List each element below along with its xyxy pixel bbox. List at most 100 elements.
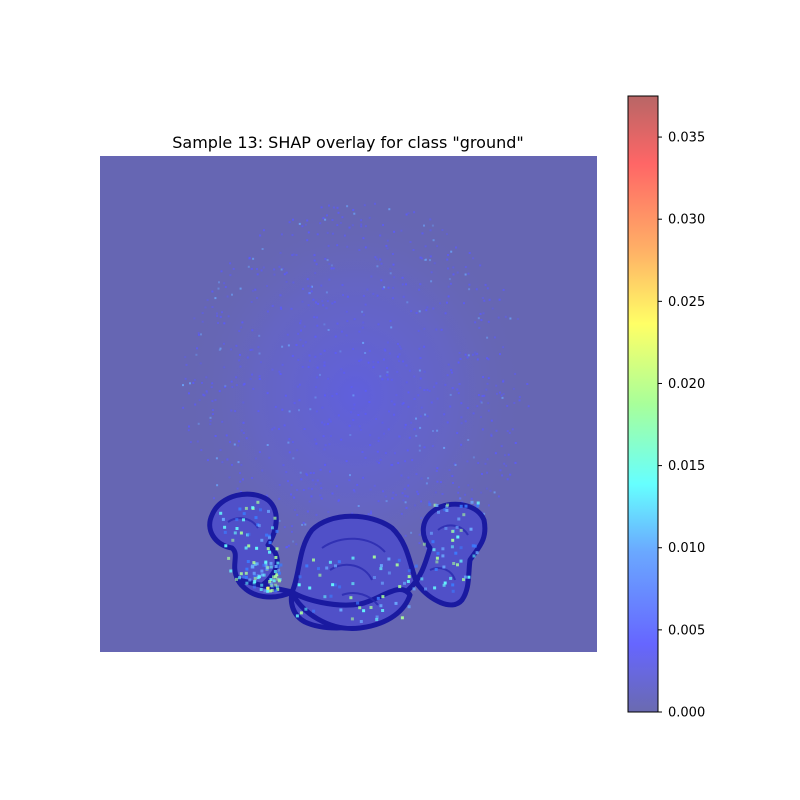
- speckle: [327, 329, 330, 331]
- edge-speckle: [252, 585, 256, 589]
- colorbar-tick-label: 0.030: [668, 213, 705, 228]
- speckle: [487, 409, 490, 412]
- speckle: [487, 320, 490, 323]
- speckle: [444, 312, 447, 315]
- edge-speckle: [435, 556, 439, 560]
- speckle: [481, 473, 483, 475]
- speckle: [353, 490, 356, 493]
- speckle: [376, 294, 379, 297]
- speckle: [480, 319, 483, 322]
- speckle: [321, 406, 324, 409]
- speckle: [407, 212, 410, 215]
- speckle: [226, 458, 229, 461]
- edge-speckle: [459, 528, 463, 532]
- speckle: [238, 359, 241, 362]
- edge-speckle: [445, 509, 449, 512]
- speckle: [290, 484, 293, 487]
- speckle: [455, 246, 457, 249]
- speckle: [324, 218, 327, 221]
- edge-speckle: [433, 586, 437, 590]
- speckle: [385, 244, 388, 247]
- speckle: [280, 233, 283, 236]
- speckle: [301, 225, 304, 228]
- speckle: [311, 285, 313, 288]
- edge-speckle: [356, 601, 360, 605]
- speckle: [509, 473, 512, 476]
- speckle: [486, 382, 489, 385]
- speckle: [495, 384, 498, 387]
- edge-speckle: [244, 571, 248, 575]
- speckle: [304, 341, 307, 344]
- speckle: [457, 361, 460, 364]
- speckle: [405, 364, 408, 367]
- speckle: [308, 354, 311, 357]
- speckle: [503, 462, 506, 465]
- speckle: [198, 399, 201, 402]
- speckle: [210, 386, 213, 389]
- speckle: [418, 533, 421, 536]
- edge-speckle: [246, 560, 250, 563]
- edge-speckle: [247, 544, 251, 548]
- speckle: [419, 283, 422, 286]
- speckle: [379, 458, 382, 461]
- speckle: [189, 382, 191, 385]
- speckle: [490, 433, 493, 436]
- speckle: [403, 488, 406, 490]
- speckle: [260, 361, 262, 364]
- speckle: [375, 258, 378, 261]
- speckle: [315, 386, 317, 389]
- speckle: [381, 378, 384, 381]
- speckle: [193, 317, 196, 320]
- edge-speckle: [267, 509, 270, 513]
- speckle: [339, 221, 342, 224]
- speckle: [279, 294, 282, 297]
- edge-speckle: [268, 550, 271, 554]
- speckle: [477, 394, 480, 397]
- speckle: [514, 373, 517, 375]
- edge-speckle: [312, 609, 316, 613]
- edge-speckle: [273, 516, 277, 520]
- speckle: [364, 352, 367, 354]
- speckle: [418, 542, 421, 545]
- speckle: [315, 301, 317, 304]
- speckle: [463, 302, 465, 305]
- speckle: [436, 467, 439, 470]
- speckle: [504, 315, 507, 318]
- speckle: [252, 257, 255, 260]
- speckle: [353, 212, 356, 215]
- speckle: [479, 400, 482, 403]
- speckle: [418, 347, 421, 350]
- speckle: [436, 480, 439, 483]
- speckle: [372, 360, 375, 363]
- speckle: [386, 371, 389, 374]
- speckle: [464, 266, 467, 268]
- speckle: [290, 307, 293, 310]
- speckle: [266, 392, 269, 395]
- speckle: [493, 491, 496, 494]
- speckle: [266, 310, 269, 313]
- edge-speckle: [328, 560, 332, 564]
- edge-speckle: [266, 589, 270, 593]
- speckle: [200, 449, 203, 452]
- speckle: [220, 270, 223, 273]
- speckle: [364, 246, 367, 249]
- edge-speckle: [435, 560, 439, 564]
- speckle: [396, 355, 399, 358]
- speckle: [288, 410, 291, 413]
- speckle: [360, 225, 363, 228]
- speckle: [362, 313, 365, 316]
- speckle: [216, 315, 219, 317]
- speckle: [405, 283, 407, 286]
- speckle: [241, 321, 244, 324]
- speckle: [387, 428, 390, 431]
- speckle: [501, 396, 504, 399]
- speckle: [278, 519, 281, 522]
- speckle: [481, 395, 484, 397]
- speckle: [394, 452, 396, 455]
- speckle: [329, 420, 332, 423]
- speckle: [415, 434, 418, 437]
- colorbar-tick-label: 0.020: [668, 377, 705, 392]
- speckle: [367, 361, 370, 364]
- speckle: [507, 453, 510, 456]
- speckle: [351, 512, 354, 515]
